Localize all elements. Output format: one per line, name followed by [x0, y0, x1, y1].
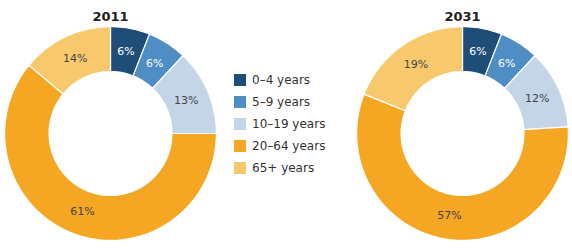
svg-text:2011: 2011 [92, 9, 128, 24]
svg-text:12%: 12% [525, 92, 549, 105]
svg-text:57%: 57% [437, 209, 461, 222]
svg-text:6%: 6% [498, 57, 515, 70]
html-text:65+ years: 65+ years [252, 161, 315, 175]
svg-text:13%: 13% [174, 94, 198, 107]
svg-text:19%: 19% [404, 58, 428, 71]
svg-text:61%: 61% [70, 205, 94, 218]
svg-text:6%: 6% [146, 57, 163, 70]
html-text:0–4 years: 0–4 years [252, 73, 311, 87]
svg-text:14%: 14% [63, 52, 87, 65]
svg-text:6%: 6% [469, 45, 486, 58]
html-text:10–19 years: 10–19 years [252, 117, 326, 131]
html-text:5–9 years: 5–9 years [252, 95, 311, 109]
html-text:20–64 years: 20–64 years [252, 139, 326, 153]
svg-text:6%: 6% [117, 45, 134, 58]
svg-text:2031: 2031 [444, 9, 480, 24]
